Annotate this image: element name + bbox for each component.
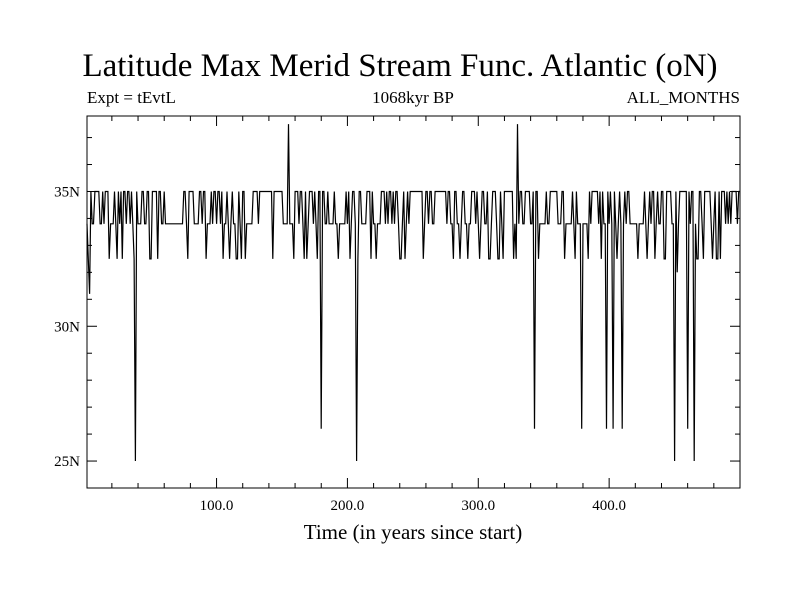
chart-title: Latitude Max Merid Stream Func. Atlantic… bbox=[82, 48, 718, 84]
x-tick-label: 400.0 bbox=[592, 498, 626, 514]
x-axis-label: Time (in years since start) bbox=[303, 520, 523, 544]
experiment-label: Expt = tEvtL bbox=[87, 88, 176, 107]
y-tick-label: 25N bbox=[54, 454, 80, 470]
plot-frame bbox=[86, 115, 741, 489]
y-tick-label: 35N bbox=[54, 184, 80, 200]
x-tick-label: 200.0 bbox=[331, 498, 365, 514]
x-tick-label: 100.0 bbox=[200, 498, 234, 514]
time-period-label: 1068kyr BP bbox=[372, 88, 454, 107]
series-line bbox=[86, 124, 740, 462]
months-label: ALL_MONTHS bbox=[626, 88, 740, 107]
y-tick-label: 30N bbox=[54, 319, 80, 335]
x-tick-label: 300.0 bbox=[461, 498, 495, 514]
